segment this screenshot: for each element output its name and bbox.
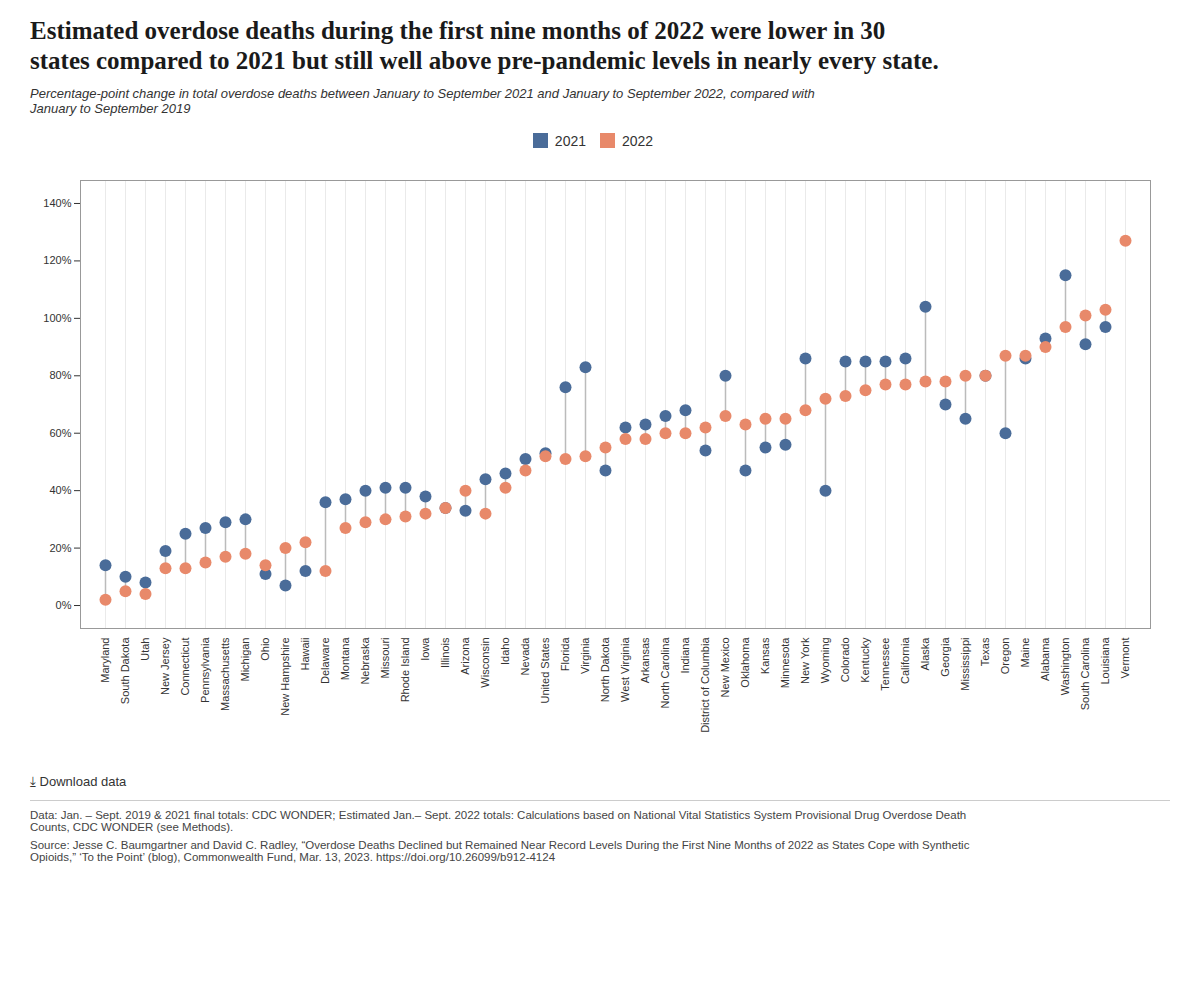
html-text:2021: 2021 — [554, 132, 586, 149]
svg-text:South Dakota: South Dakota — [119, 637, 131, 705]
svg-text:Delaware: Delaware — [319, 638, 331, 684]
svg-text:Ohio: Ohio — [259, 638, 271, 661]
svg-text:Connecticut: Connecticut — [179, 638, 191, 696]
svg-text:North Dakota: North Dakota — [599, 637, 611, 703]
svg-text:Utah: Utah — [139, 638, 151, 661]
svg-text:Montana: Montana — [339, 637, 351, 681]
svg-text:Florida: Florida — [559, 637, 571, 672]
svg-text:Alaska: Alaska — [919, 637, 931, 671]
svg-text:California: California — [899, 637, 911, 684]
svg-text:Vermont: Vermont — [1119, 638, 1131, 679]
svg-text:Oregon: Oregon — [999, 638, 1011, 675]
svg-text:Hawaii: Hawaii — [299, 638, 311, 671]
svg-text:Idaho: Idaho — [499, 638, 511, 666]
svg-text:North Carolina: North Carolina — [659, 637, 671, 709]
svg-text:New Jersey: New Jersey — [159, 637, 171, 695]
svg-text:140%: 140% — [43, 197, 71, 209]
svg-text:Massachusetts: Massachusetts — [219, 637, 231, 711]
svg-text:Mississippi: Mississippi — [959, 638, 971, 691]
svg-text:20%: 20% — [49, 542, 71, 554]
svg-text:Nevada: Nevada — [519, 637, 531, 676]
svg-text:Kansas: Kansas — [759, 637, 771, 674]
svg-text:0%: 0% — [56, 599, 72, 611]
svg-text:District of Columbia: District of Columbia — [699, 637, 711, 733]
svg-text:Colorado: Colorado — [839, 638, 851, 683]
svg-text:West Virginia: West Virginia — [619, 637, 631, 702]
html-text:2022: 2022 — [622, 132, 654, 149]
svg-text:Arkansas: Arkansas — [639, 637, 651, 683]
svg-text:40%: 40% — [49, 484, 71, 496]
svg-text:100%: 100% — [43, 312, 71, 324]
html-text:⤓ Download data: ⤓ Download data — [30, 774, 127, 789]
svg-text:Arizona: Arizona — [459, 637, 471, 675]
svg-text:Missouri: Missouri — [379, 638, 391, 679]
svg-text:Alabama: Alabama — [1039, 637, 1051, 681]
svg-text:Iowa: Iowa — [419, 637, 431, 661]
svg-text:Michigan: Michigan — [239, 638, 251, 682]
html-text:Source: Jesse C. Baumgartner a: Source: Jesse C. Baumgartner and David C… — [30, 839, 970, 863]
svg-text:Tennessee: Tennessee — [879, 638, 891, 691]
html-text:Estimated overdose deaths duri: Estimated overdose deaths during the fir… — [30, 17, 939, 74]
svg-text:Texas: Texas — [979, 637, 991, 666]
svg-text:Wyoming: Wyoming — [819, 638, 831, 684]
html-text:Data: Jan. – Sept. 2019 & 2021: Data: Jan. – Sept. 2019 & 2021 final tot… — [30, 809, 967, 833]
svg-text:Rhode Island: Rhode Island — [399, 638, 411, 703]
svg-text:Kentucky: Kentucky — [859, 637, 871, 683]
svg-text:Pennsylvania: Pennsylvania — [199, 637, 211, 703]
svg-text:Maryland: Maryland — [99, 638, 111, 683]
svg-text:Louisiana: Louisiana — [1099, 637, 1111, 685]
svg-text:Virginia: Virginia — [579, 637, 591, 674]
svg-text:80%: 80% — [49, 369, 71, 381]
svg-text:United States: United States — [539, 637, 551, 704]
svg-text:120%: 120% — [43, 254, 71, 266]
svg-text:Georgia: Georgia — [939, 637, 951, 677]
svg-text:Oklahoma: Oklahoma — [739, 637, 751, 688]
svg-text:New Mexico: New Mexico — [719, 638, 731, 698]
svg-text:Washington: Washington — [1059, 638, 1071, 696]
svg-text:Minnesota: Minnesota — [779, 637, 791, 689]
svg-text:New York: New York — [799, 637, 811, 684]
svg-text:New Hampshire: New Hampshire — [279, 638, 291, 716]
svg-text:Maine: Maine — [1019, 638, 1031, 668]
svg-text:Nebraska: Nebraska — [359, 637, 371, 685]
svg-text:South Carolina: South Carolina — [1079, 637, 1091, 711]
html-text:Percentage-point change in tot: Percentage-point change in total overdos… — [30, 86, 815, 116]
svg-text:60%: 60% — [49, 427, 71, 439]
svg-text:Wisconsin: Wisconsin — [479, 638, 491, 688]
svg-text:Illinois: Illinois — [439, 637, 451, 668]
svg-text:Indiana: Indiana — [679, 637, 691, 674]
